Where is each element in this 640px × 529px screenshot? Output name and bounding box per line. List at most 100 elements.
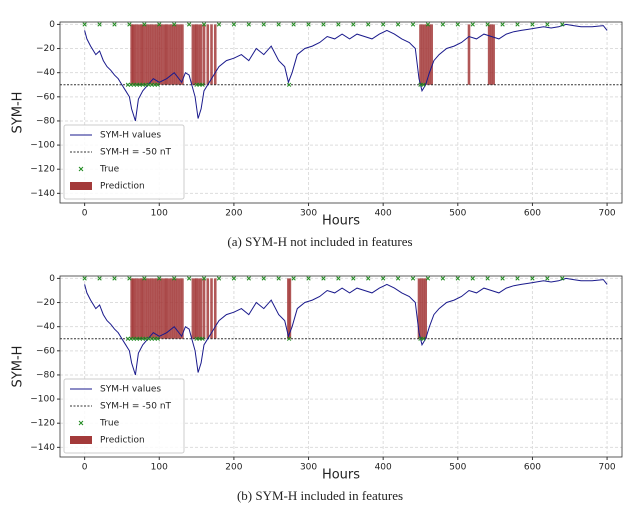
prediction-bar (159, 24, 163, 85)
x-tick-label: 700 (598, 463, 615, 473)
prediction-bar (421, 24, 425, 85)
x-axis-label: Hours (322, 468, 360, 483)
y-tick-label: −40 (36, 68, 55, 78)
y-tick-label: −40 (36, 322, 55, 332)
true-marker (216, 22, 222, 27)
prediction-bar (154, 278, 158, 339)
x-tick-label: 600 (524, 463, 541, 473)
true-marker (172, 276, 177, 281)
true-marker (97, 276, 102, 281)
prediction-bar (417, 278, 421, 339)
legend-label: SYM-H = -50 nT (100, 402, 172, 412)
prediction-bar (163, 278, 167, 339)
prediction-bar (152, 278, 156, 339)
legend-swatch (70, 436, 92, 444)
true-marker (395, 22, 401, 27)
prediction-bar (197, 278, 201, 339)
true-marker (485, 22, 490, 27)
prediction-bar (197, 24, 201, 85)
y-tick-label: 0 (49, 274, 55, 284)
symh-line (84, 277, 608, 376)
legend-label: Prediction (100, 436, 145, 446)
true-marker (127, 22, 132, 27)
prediction-bar (154, 24, 158, 85)
prediction-bar (169, 24, 173, 85)
prediction-bar (487, 24, 491, 85)
prediction-bar (167, 278, 171, 339)
prediction-bar (131, 278, 135, 339)
y-tick-label: −100 (30, 395, 55, 405)
prediction-bar (174, 278, 177, 339)
true-marker (261, 276, 266, 281)
prediction-bar (430, 24, 433, 85)
prediction-bar (161, 278, 165, 339)
true-marker (366, 276, 371, 281)
y-tick-label: 0 (49, 20, 55, 30)
y-tick-label: −60 (36, 346, 55, 356)
y-axis-label: SYM-H (11, 92, 26, 134)
y-tick-label: −140 (30, 443, 55, 453)
plot: 0 100 200 300 400 500 600 700 0 −20 −40 −60 −80 −100 −… (11, 20, 623, 249)
true-marker (306, 276, 311, 281)
true-marker (142, 22, 147, 27)
prediction-bar (419, 278, 423, 339)
true-marker (425, 276, 431, 281)
prediction-bar (174, 24, 177, 85)
prediction-bar (202, 278, 206, 339)
true-marker (455, 276, 460, 281)
prediction-bar (210, 278, 213, 339)
y-tick-label: −120 (30, 419, 55, 429)
legend-box (63, 378, 185, 454)
prediction-bar (161, 24, 165, 85)
true-marker (157, 276, 162, 281)
true-marker (336, 22, 341, 27)
prediction-bar (492, 24, 495, 85)
prediction-bar (130, 24, 133, 85)
true-marker (515, 276, 520, 281)
legend-box (63, 124, 185, 200)
true-marker (155, 336, 160, 341)
prediction-bar (206, 278, 210, 339)
legend-label: True (99, 165, 120, 175)
true-marker (231, 22, 237, 27)
true-marker (410, 22, 416, 27)
true-marker (286, 82, 292, 87)
x-tick-label: 200 (225, 209, 242, 219)
y-tick-label: −100 (30, 141, 55, 151)
true-marker (231, 276, 237, 281)
legend-swatch (78, 420, 84, 426)
prediction-bar (135, 278, 139, 339)
prediction-bar (165, 24, 169, 85)
y-tick-label: −60 (36, 92, 55, 102)
prediction-bar (490, 24, 493, 85)
caption: (b) SYM-H included in features (237, 488, 403, 503)
legend-label: SYM-H values (100, 131, 161, 141)
true-marker (155, 82, 160, 87)
true-marker (186, 22, 192, 27)
x-tick-label: 400 (375, 463, 392, 473)
true-marker (186, 276, 192, 281)
prediction-bar (140, 278, 143, 339)
true-marker (172, 22, 177, 27)
true-marker (500, 22, 505, 27)
true-marker (440, 22, 446, 27)
prediction-bar (157, 24, 160, 85)
legend-label: Prediction (100, 182, 145, 192)
x-tick-label: 400 (375, 209, 392, 219)
prediction-bar (178, 24, 182, 85)
true-marker (127, 276, 132, 281)
prediction-bar (169, 278, 173, 339)
prediction-bar (202, 24, 206, 85)
true-marker (201, 276, 207, 281)
prediction-bar (425, 24, 429, 85)
prediction-bar (141, 278, 145, 339)
true-marker (157, 22, 162, 27)
x-tick-label: 300 (300, 463, 317, 473)
true-marker (246, 276, 251, 281)
true-marker (82, 22, 87, 27)
prediction-bar (167, 24, 171, 85)
true-marker (351, 276, 356, 281)
plot: 0 100 200 300 400 500 600 700 0 −20 −40 −60 −80 −100 −… (11, 274, 623, 503)
true-marker (306, 22, 311, 27)
prediction-bar (148, 278, 151, 339)
